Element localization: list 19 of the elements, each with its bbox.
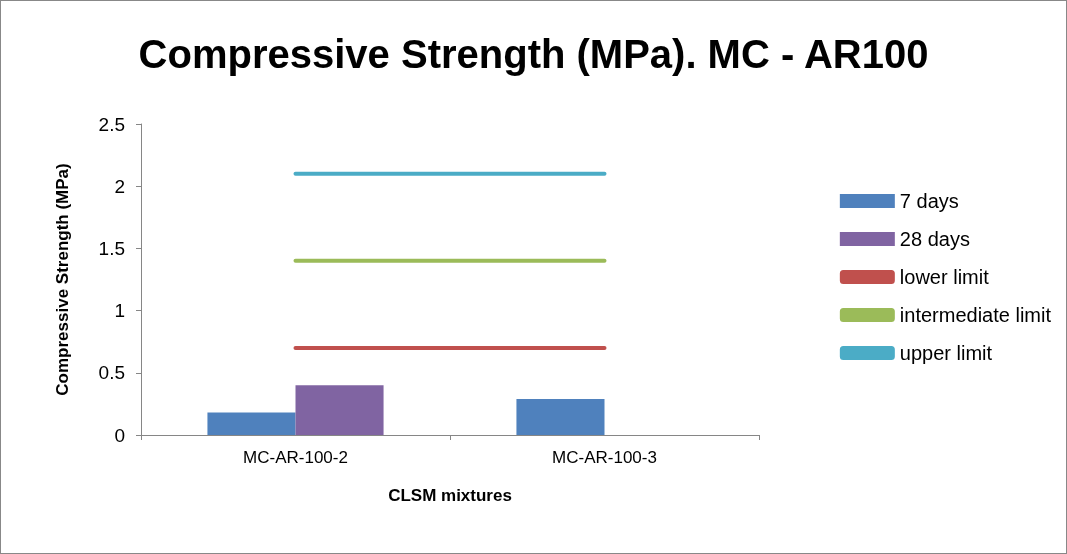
legend-label: intermediate limit: [899, 304, 1052, 326]
bar: [295, 385, 384, 435]
legend-label: upper limit: [899, 342, 993, 364]
y-axis-title: Compressive Strength (MPa): [53, 163, 72, 396]
legend-label: lower limit: [899, 266, 990, 288]
y-tick-label: 2.5: [98, 113, 125, 135]
legend-label: 7 days: [899, 190, 959, 212]
x-tick-label: MC-AR-100-3: [552, 448, 657, 467]
chart-title: Compressive Strength (MPa). MC - AR100: [138, 32, 929, 76]
bar: [516, 398, 605, 435]
x-axis-title: CLSM mixtures: [388, 486, 512, 505]
bar: [207, 412, 296, 435]
x-tick-label: MC-AR-100-2: [243, 448, 348, 467]
y-tick-label: 0: [114, 424, 125, 446]
y-tick-label: 1.5: [98, 237, 125, 259]
y-tick-label: 1: [114, 300, 125, 322]
y-tick-label: 0.5: [98, 362, 125, 384]
y-tick-label: 2: [114, 175, 125, 197]
legend-label: 28 days: [899, 228, 970, 250]
